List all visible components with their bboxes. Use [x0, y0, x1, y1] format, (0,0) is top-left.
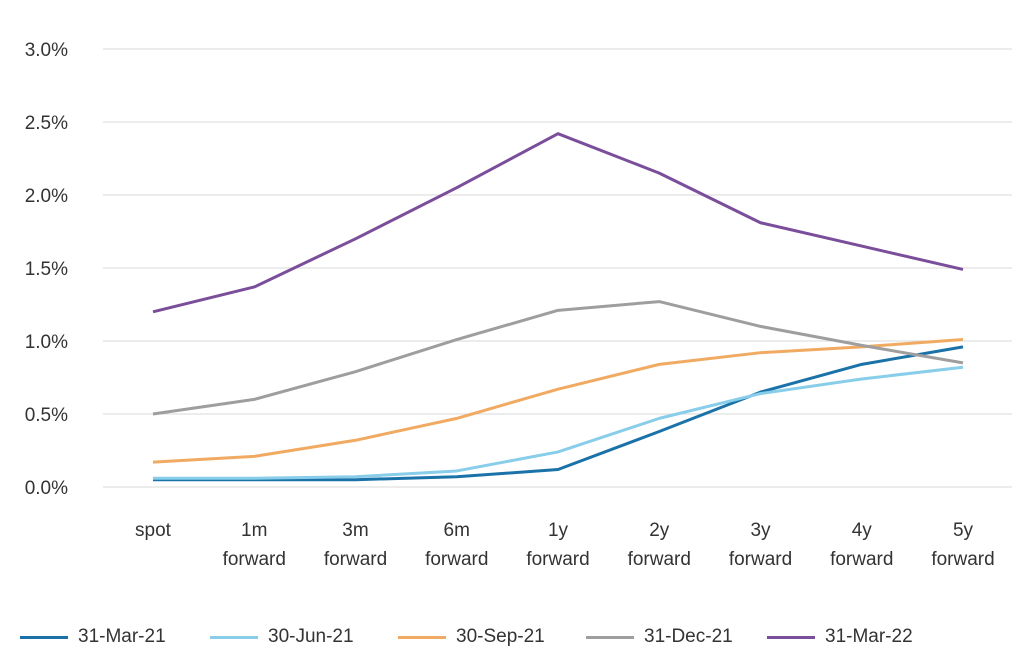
gridlines — [103, 48, 1012, 488]
series-line — [152, 338, 964, 464]
x-tick-label: 3y forward — [729, 520, 792, 570]
x-tick-label: 3m forward — [324, 520, 387, 570]
x-tick-label: 6m forward — [425, 520, 488, 570]
y-tick-label: 1.5% — [25, 259, 68, 280]
legend-swatch — [586, 635, 634, 639]
y-axis-ticks: 0.0% 0.5% 1.0% 1.5% 2.0% 2.5% 3.0% — [25, 40, 68, 499]
y-tick-label: 1.0% — [25, 332, 68, 353]
legend-label: 30-Jun-21 — [268, 626, 354, 647]
y-tick-label: 0.5% — [25, 405, 68, 426]
x-tick-label: 1m forward — [223, 520, 286, 570]
y-tick-label: 2.0% — [25, 186, 68, 207]
series-line — [153, 365, 964, 480]
legend-swatch — [210, 635, 258, 639]
legend-label: 31-Mar-22 — [825, 626, 913, 647]
legend: 31-Mar-21 30-Jun-21 30-Sep-21 31-Dec-21 31-M… — [0, 620, 1024, 654]
x-tick-label: spot — [135, 520, 172, 541]
y-tick-label: 3.0% — [25, 40, 68, 61]
x-tick-label: 1y forward — [526, 520, 589, 570]
legend-label: 31-Mar-21 — [78, 626, 166, 647]
series-lines — [152, 132, 964, 482]
series-line — [153, 345, 964, 482]
legend-item: 30-Sep-21 — [398, 620, 545, 654]
legend-swatch — [398, 635, 446, 639]
legend-item: 31-Mar-22 — [767, 620, 913, 654]
y-tick-label: 0.0% — [25, 478, 68, 499]
series-line — [152, 132, 964, 314]
legend-item: 31-Mar-21 — [20, 620, 166, 654]
line-chart: 0.0% 0.5% 1.0% 1.5% 2.0% 2.5% 3.0% spot 1m forwa… — [25, 40, 1012, 570]
x-tick-label: 4y forward — [830, 520, 893, 570]
series-line — [152, 300, 964, 416]
legend-item: 31-Dec-21 — [586, 620, 733, 654]
x-tick-label: 5y forward — [931, 520, 994, 570]
legend-item: 30-Jun-21 — [210, 620, 354, 654]
legend-label: 30-Sep-21 — [456, 626, 545, 647]
legend-label: 31-Dec-21 — [644, 626, 733, 647]
y-tick-label: 2.5% — [25, 113, 68, 134]
legend-swatch — [20, 635, 68, 639]
x-tick-label: 2y forward — [628, 520, 691, 570]
x-axis-ticks: spot 1m forward 3m forward 6m forward 1y forward… — [135, 520, 995, 570]
legend-swatch — [767, 635, 815, 639]
